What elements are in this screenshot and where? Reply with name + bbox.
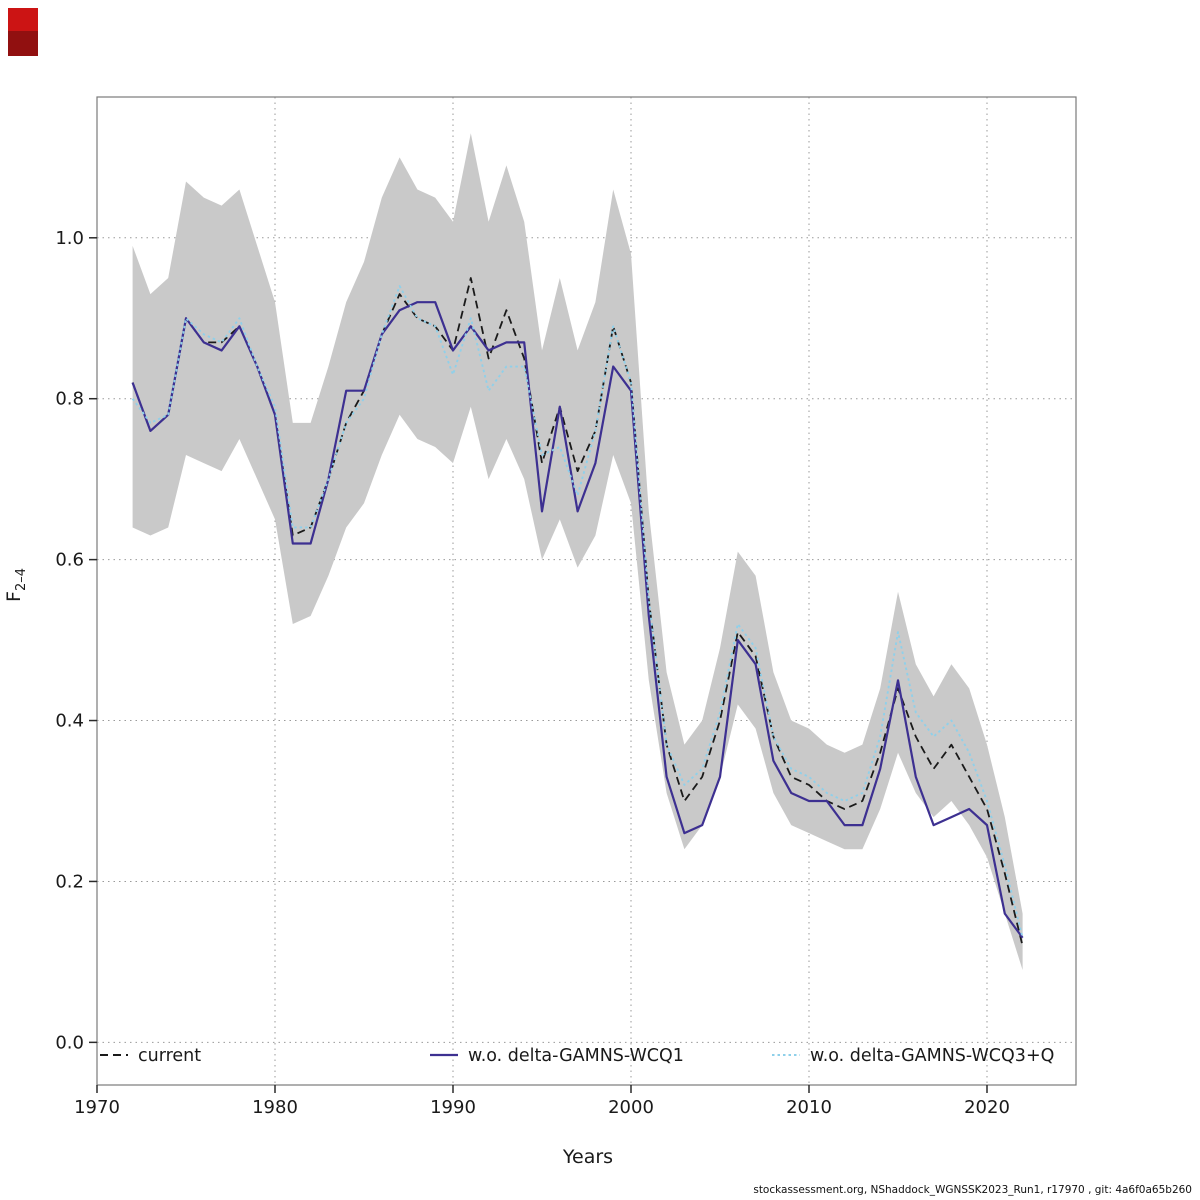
x-tick-label: 2020 xyxy=(964,1097,1010,1118)
x-axis-label: Years xyxy=(562,1146,614,1168)
red-marker xyxy=(8,8,38,56)
y-axis-label-sub: 2–4 xyxy=(13,568,29,592)
x-tick-label: 1970 xyxy=(74,1097,120,1118)
red-marker-top xyxy=(8,8,38,31)
confidence-band xyxy=(132,133,1023,970)
x-tick-label: 1980 xyxy=(252,1097,298,1118)
plot-border xyxy=(96,96,1077,1086)
y-tick-label: 0.8 xyxy=(55,389,84,410)
y-axis-label: F2–4 xyxy=(3,568,29,602)
y-tick-label: 1.0 xyxy=(55,228,84,249)
y-axis-label-main: F xyxy=(3,591,26,602)
x-tick-label: 2000 xyxy=(608,1097,654,1118)
legend-label-1: w.o. delta-GAMNS-WCQ1 xyxy=(468,1046,684,1066)
footer-attribution: stockassessment.org, NShaddock_WGNSSK202… xyxy=(753,1184,1192,1196)
y-tick-label: 0.6 xyxy=(55,550,84,571)
y-tick-label: 0.4 xyxy=(55,711,84,732)
x-tick-label: 1990 xyxy=(430,1097,476,1118)
y-tick-label: 0.2 xyxy=(55,871,84,892)
legend-label-2: w.o. delta-GAMNS-WCQ3+Q xyxy=(810,1046,1054,1066)
red-marker-bottom xyxy=(8,31,38,56)
legend-label-0: current xyxy=(138,1046,201,1066)
series-line-1 xyxy=(131,301,1024,939)
y-tick-label: 0.0 xyxy=(55,1032,84,1053)
x-tick-label: 2010 xyxy=(786,1097,832,1118)
